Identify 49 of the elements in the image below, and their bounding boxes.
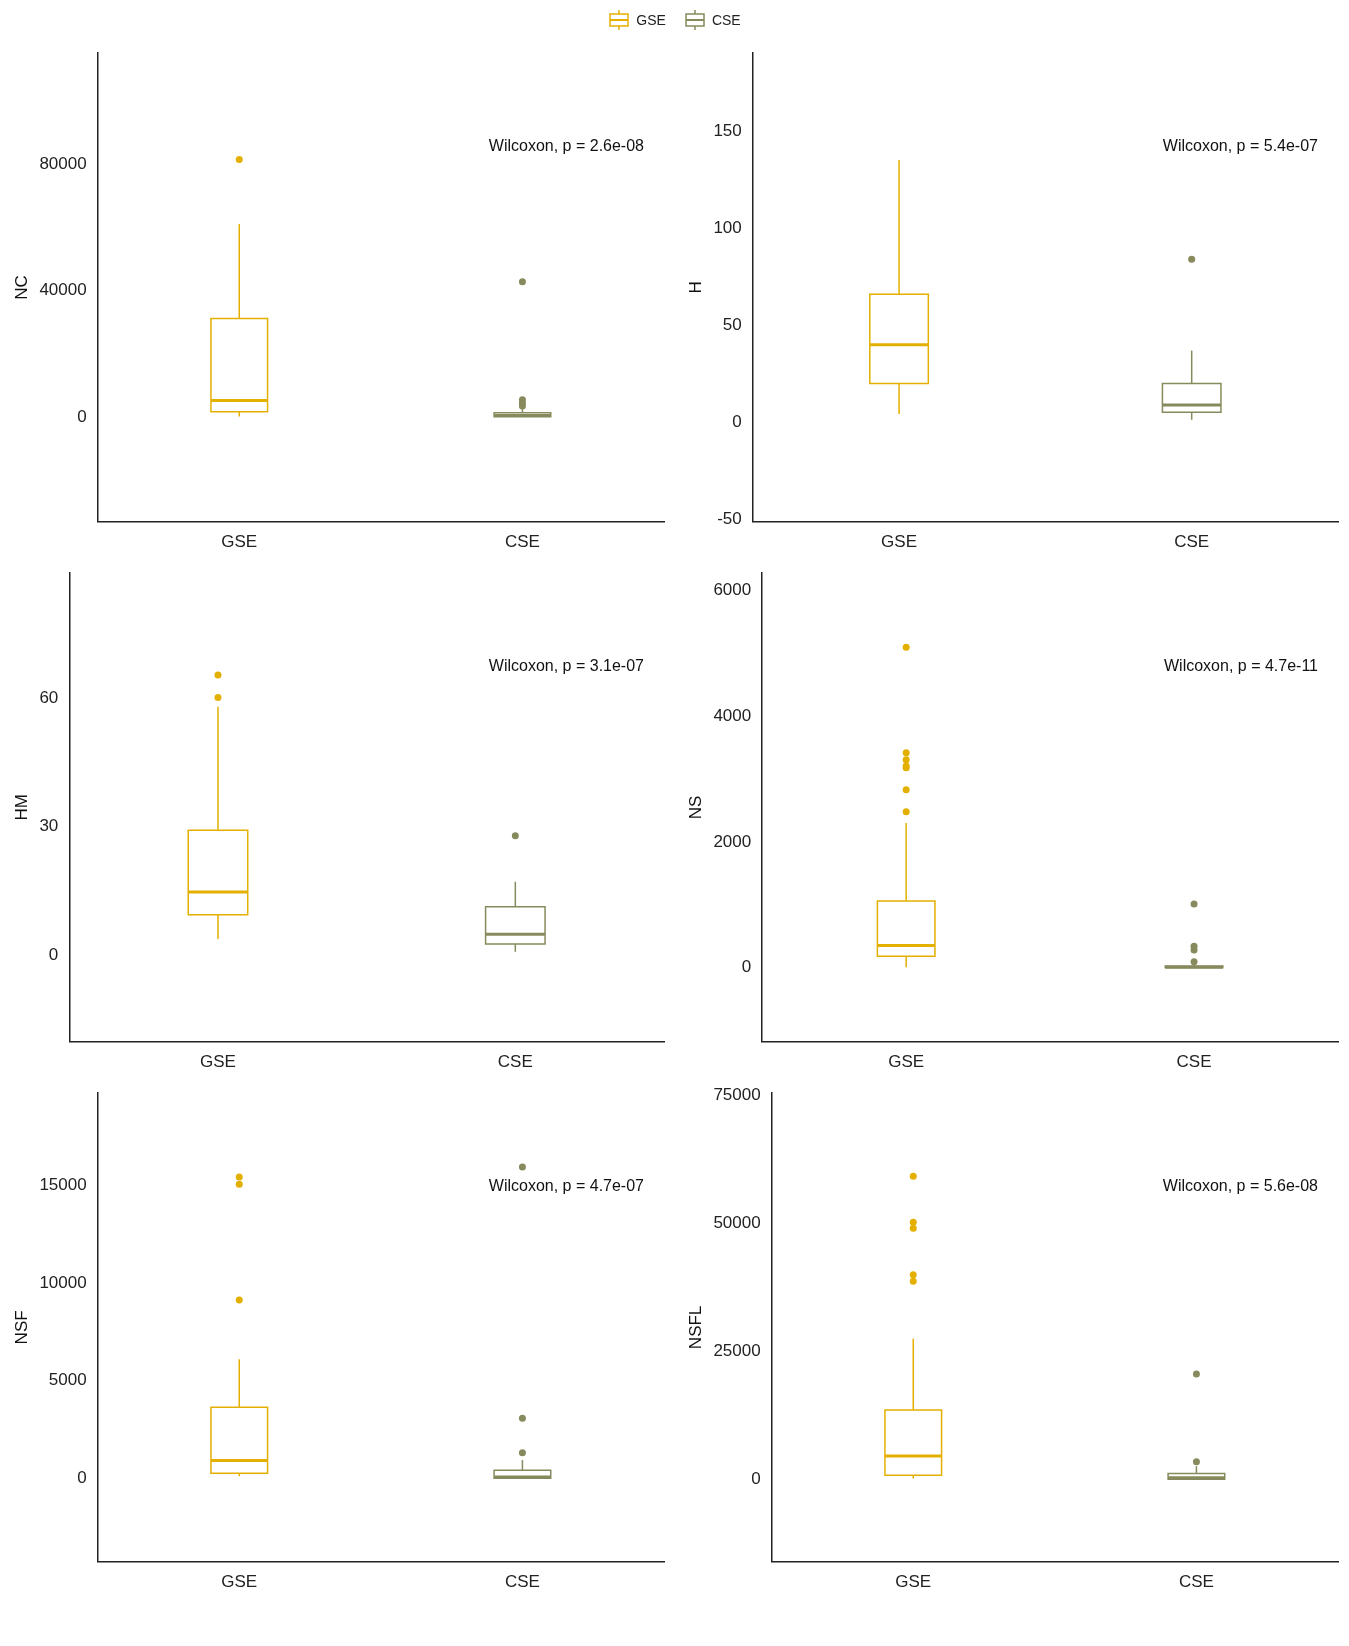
legend-label: CSE (711, 12, 741, 28)
y-tick-label: 0 (77, 406, 87, 426)
x-tick-label: GSE (888, 1052, 925, 1072)
y-axis-title: NS (685, 795, 705, 820)
y-tick-label: 40000 (39, 280, 87, 300)
y-tick-label: 25000 (713, 1341, 761, 1361)
y-axis-title: NSF (11, 1310, 31, 1345)
x-tick-label: CSE (1176, 1052, 1212, 1072)
y-tick-label: 50000 (713, 1213, 761, 1233)
y-tick-label: 10000 (39, 1272, 87, 1292)
y-axis-title: H (685, 281, 705, 294)
y-tick-label: 50 (722, 314, 742, 334)
y-tick-label: 4000 (713, 706, 752, 726)
x-tick-label: GSE (881, 532, 918, 552)
y-tick-label: -50 (717, 509, 742, 529)
y-tick-label: 6000 (713, 580, 752, 600)
y-tick-label: 150 (713, 120, 742, 140)
y-tick-label: 60 (39, 687, 59, 707)
y-tick-label: 80000 (39, 153, 87, 173)
annotation: Wilcoxon, p = 4.7e-07 (488, 1177, 645, 1195)
y-tick-label: 100 (713, 217, 742, 237)
y-tick-label: 0 (741, 957, 752, 977)
y-tick-label: 0 (77, 1467, 87, 1487)
legend-label: GSE (636, 12, 666, 28)
annotation: Wilcoxon, p = 5.6e-08 (1162, 1177, 1319, 1195)
annotation: Wilcoxon, p = 5.4e-07 (1162, 137, 1319, 155)
x-tick-label: GSE (221, 1572, 258, 1592)
x-tick-label: CSE (504, 1572, 540, 1592)
x-tick-label: CSE (504, 532, 540, 552)
y-axis-title: NC (11, 275, 31, 300)
y-tick-label: 0 (48, 945, 59, 965)
annotation: Wilcoxon, p = 4.7e-11 (1163, 657, 1319, 675)
x-tick-label: CSE (497, 1052, 533, 1072)
y-tick-label: 30 (39, 816, 59, 836)
annotation: Wilcoxon, p = 3.1e-07 (488, 657, 645, 675)
x-tick-label: GSE (200, 1052, 236, 1072)
y-axis-title: NSFL (685, 1305, 705, 1350)
annotation: Wilcoxon, p = 2.6e-08 (488, 137, 645, 155)
y-tick-label: 5000 (48, 1370, 87, 1390)
y-tick-label: 0 (751, 1468, 761, 1488)
x-tick-label: GSE (895, 1572, 932, 1592)
y-tick-label: 2000 (713, 831, 752, 851)
y-tick-label: 75000 (713, 1085, 761, 1105)
x-tick-label: GSE (221, 532, 258, 552)
y-tick-label: 15000 (39, 1175, 87, 1195)
x-tick-label: CSE (1178, 1572, 1214, 1592)
x-tick-label: CSE (1174, 532, 1210, 552)
y-tick-label: 0 (732, 412, 742, 432)
y-axis-title: HM (11, 794, 31, 821)
